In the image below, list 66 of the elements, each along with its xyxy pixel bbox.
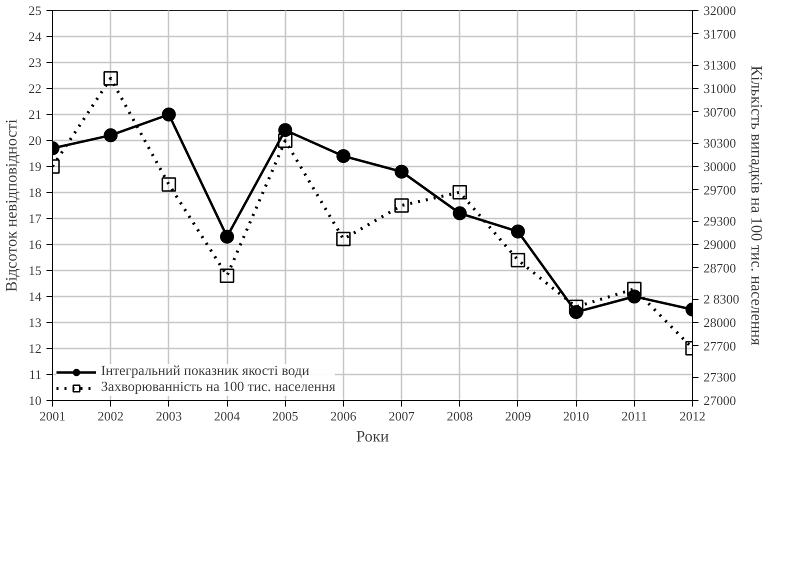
legend-label: Захворюванність на 100 тис. населення — [101, 380, 336, 396]
y2-tick-label: 29300 — [704, 214, 736, 229]
y-tick-label: 15 — [28, 263, 42, 278]
x-tick-label: 2010 — [563, 408, 590, 424]
y-tick-label: 22 — [28, 81, 42, 96]
point — [568, 300, 584, 314]
point — [394, 198, 409, 213]
y2-tick-label: 31000 — [704, 81, 736, 96]
y2-tick-label: 32000 — [704, 3, 736, 18]
point — [452, 206, 467, 220]
point — [336, 149, 350, 164]
y2-tick-label: 28700 — [704, 260, 736, 276]
y-tick-label: 25 — [28, 3, 42, 18]
x-tick-label: 2012 — [680, 408, 706, 424]
x-tick-label: 2001 — [40, 408, 66, 424]
y-axis-title: Відсоток невідповідності — [4, 118, 20, 292]
y-tick-label: 14 — [28, 289, 42, 304]
y-tick-label: 23 — [28, 55, 42, 70]
y-tick-label: 20 — [28, 133, 42, 148]
point — [103, 71, 118, 86]
point — [104, 128, 118, 142]
y-tick-label: 16 — [28, 237, 42, 252]
y2-tick-label: 30000 — [704, 159, 736, 174]
point — [162, 177, 176, 192]
y2-axis-title: Кількість випадків на 100 тис. населення — [747, 66, 764, 346]
point — [627, 282, 642, 296]
y-tick-label: 19 — [28, 159, 42, 174]
x-tick-label: 2009 — [504, 408, 531, 424]
y-tick-label: 24 — [28, 29, 42, 44]
y2-tick-label: 31700 — [704, 26, 736, 42]
y-tick-label: 12 — [28, 341, 42, 356]
y-tick-label: 21 — [28, 107, 42, 122]
x-tick-label: 2006 — [330, 408, 357, 424]
point — [336, 232, 351, 246]
x-axis-title: Роки — [356, 428, 390, 446]
y2-tick-label: 29700 — [704, 182, 736, 198]
y-tick-label: 10 — [28, 393, 42, 408]
point — [278, 134, 292, 148]
y-tick-label: 18 — [28, 185, 42, 200]
point — [220, 230, 234, 244]
legend-label: Інтегральний показник якості води — [101, 364, 310, 380]
x-tick-label: 2003 — [156, 408, 182, 424]
y2-tick-label: 30300 — [704, 136, 736, 151]
x-tick-label: 2007 — [388, 408, 416, 424]
y2-tick-label: 30700 — [704, 104, 736, 120]
y2-tick-label: 27700 — [704, 338, 736, 354]
x-tick-label: 2002 — [98, 408, 124, 424]
x-tick-label: 2011 — [622, 408, 648, 424]
y2-tick-label: 31300 — [704, 58, 736, 73]
point — [452, 184, 468, 200]
y2-tick-label: 2 8300 — [704, 292, 740, 307]
x-tick-label: 2005 — [272, 408, 298, 424]
y2-tick-label: 27000 — [704, 393, 736, 408]
y-tick-label: 17 — [28, 211, 42, 226]
y-tick-label: 13 — [28, 315, 42, 330]
point — [510, 252, 526, 268]
point — [162, 108, 176, 122]
y-tick-label: 11 — [28, 367, 42, 382]
point — [510, 224, 525, 238]
y2-tick-label: 29000 — [704, 237, 736, 252]
y2-tick-label: 28000 — [704, 315, 736, 330]
x-tick-label: 2004 — [214, 408, 241, 424]
point — [394, 164, 409, 179]
x-tick-label: 2008 — [446, 408, 473, 424]
y2-tick-label: 27300 — [704, 370, 736, 385]
point — [220, 268, 234, 283]
